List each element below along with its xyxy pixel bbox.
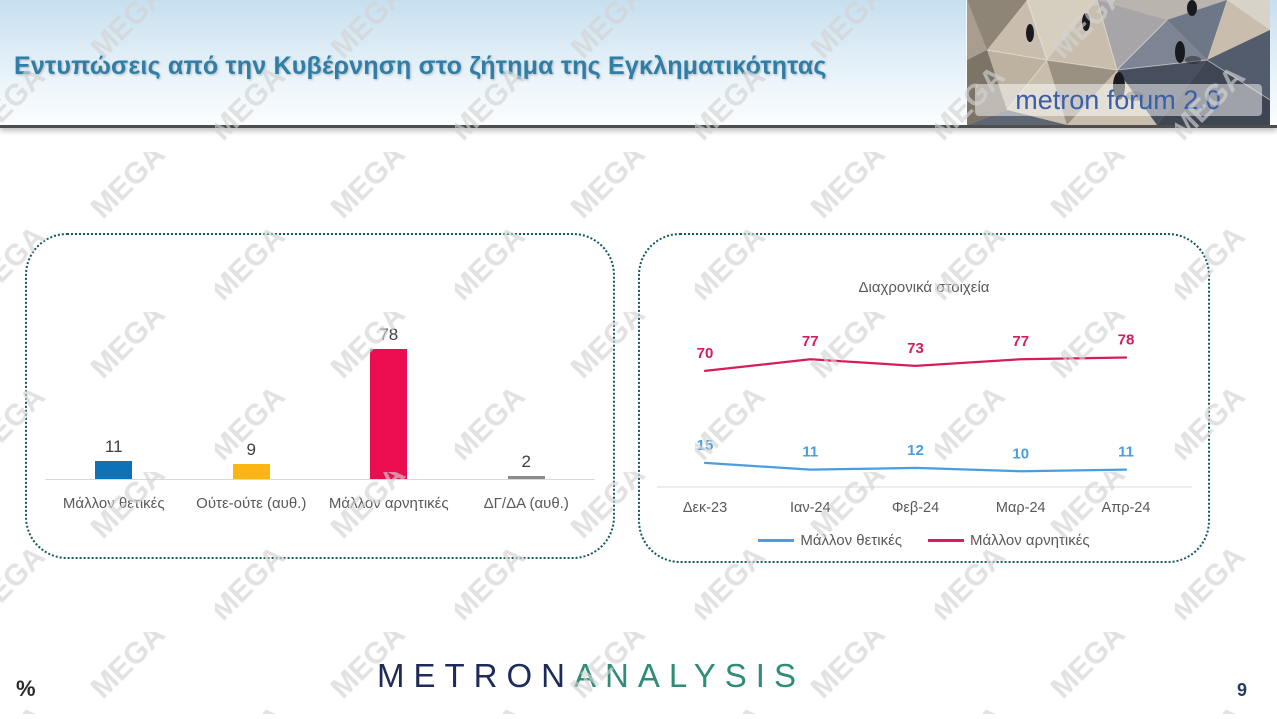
- bar-value-label: 78: [379, 324, 399, 344]
- percent-unit-mark: %: [16, 676, 36, 701]
- data-point-label: 11: [1118, 444, 1134, 461]
- series-line: [703, 461, 1128, 473]
- metron-forum-logo: metron forum 2.0: [967, 0, 1271, 125]
- series-line: [703, 356, 1128, 373]
- data-point-label: 78: [1118, 332, 1135, 349]
- bar-value-label: 2: [521, 451, 531, 471]
- data-point-label: 10: [1012, 445, 1029, 462]
- page-number: 9: [1236, 680, 1247, 700]
- bar-value-label: 11: [104, 436, 123, 456]
- data-point-label: 77: [802, 333, 819, 350]
- data-point-label: 77: [1012, 333, 1029, 350]
- line-chart-panel: Διαχρονικά στοιχεία Δεκ-23 Ιαν-24 Φεβ-24 Μα…: [638, 233, 1210, 563]
- bar-column: 11: [45, 437, 183, 479]
- x-tick-label: Απρ-24: [1102, 500, 1151, 516]
- metron-analysis-logo: METRONANALYSIS: [377, 657, 805, 695]
- metron-forum-logo-text: metron forum 2.0: [1015, 85, 1221, 115]
- bar-value-label: 9: [246, 439, 256, 459]
- bar-chart-category-axis: Μάλλον θετικές Ούτε-ούτε (αυθ.) Μάλλον αρν…: [45, 495, 595, 512]
- bar: [232, 463, 270, 479]
- bar-chart: 11 9 78 2: [45, 235, 595, 480]
- bar-category-label: Μάλλον θετικές: [62, 495, 165, 512]
- legend-item: Μάλλον θετικές: [758, 532, 902, 549]
- header-band: Εντυπώσεις από την Κυβέρνηση στο ζήτημα …: [0, 0, 1277, 128]
- data-point-label: 12: [907, 442, 924, 459]
- bar-column: 2: [458, 452, 596, 479]
- brand-metron-text: METRON: [377, 657, 574, 694]
- bar-category-label: Ούτε-ούτε (αυθ.): [196, 495, 307, 512]
- bar: [507, 475, 545, 479]
- bar-column: 9: [183, 440, 321, 479]
- legend-label: Μάλλον θετικές: [800, 532, 902, 549]
- bar-column: 78: [320, 325, 458, 479]
- data-point-label: 11: [802, 444, 818, 461]
- bar-chart-panel: 11 9 78 2 Μάλλον θετικές Ούτε-ούτε (αυθ.) Μάλ…: [25, 233, 615, 559]
- x-tick-label: Δεκ-23: [683, 500, 727, 516]
- bar-category-label: Μάλλον αρνητικές: [328, 495, 449, 512]
- legend-item: Μάλλον αρνητικές: [927, 532, 1090, 549]
- data-point-label: 15: [697, 437, 714, 454]
- legend-line-swatch: [927, 539, 964, 542]
- x-tick-label: Ιαν-24: [790, 500, 831, 516]
- bar: [95, 460, 133, 479]
- bar-category-label: ΔΓ/ΔΑ (αυθ.): [483, 495, 569, 512]
- metron-forum-photo: metron forum 2.0: [967, 0, 1271, 125]
- data-point-label: 73: [907, 340, 924, 357]
- line-chart: Δεκ-23 Ιαν-24 Φεβ-24 Μαρ-24 Απρ-24 15 11 12 10 11…: [657, 332, 1192, 516]
- data-point-label: 70: [697, 345, 714, 362]
- legend-line-swatch: [758, 539, 795, 542]
- x-tick-label: Μαρ-24: [996, 500, 1046, 516]
- legend-label: Μάλλον αρνητικές: [969, 532, 1090, 549]
- bar: [370, 348, 408, 479]
- page-title: Εντυπώσεις από την Κυβέρνηση στο ζήτημα …: [14, 52, 827, 80]
- brand-analysis-text: ANALYSIS: [574, 657, 805, 694]
- x-tick-label: Φεβ-24: [892, 500, 939, 516]
- line-chart-legend: Μάλλον θετικές Μάλλον αρνητικές: [640, 532, 1208, 549]
